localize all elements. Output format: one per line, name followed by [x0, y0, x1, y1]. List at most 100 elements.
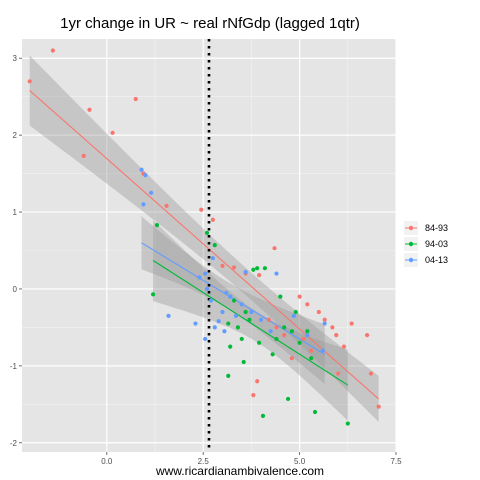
data-point-94-03 [204, 230, 210, 235]
data-point-94-03 [154, 223, 160, 228]
data-point-94-03 [262, 266, 268, 271]
data-point-04-13 [220, 309, 225, 315]
data-point-84-93 [316, 309, 321, 315]
data-point-04-13 [233, 313, 239, 318]
data-point-84-93 [272, 246, 277, 251]
data-point-94-03 [305, 329, 310, 334]
data-point-04-13 [141, 202, 146, 207]
fit-line-84-93 [29, 90, 380, 400]
legend-label-94-03: 94-03 [425, 239, 448, 249]
legend-key-point [408, 241, 414, 247]
data-point-04-13 [203, 336, 208, 342]
data-point-84-93 [349, 321, 354, 326]
data-point-04-13 [212, 325, 217, 330]
data-point-84-93 [110, 130, 115, 135]
data-point-84-93 [301, 336, 306, 342]
data-point-84-93 [50, 48, 55, 53]
data-point-84-93 [87, 107, 92, 112]
data-point-84-93 [231, 265, 237, 270]
data-point-04-13 [258, 317, 264, 322]
data-point-84-93 [27, 79, 32, 84]
data-point-84-93 [255, 379, 260, 384]
data-point-04-13 [243, 269, 248, 275]
data-point-94-03 [312, 409, 318, 415]
data-point-84-93 [364, 332, 370, 338]
data-point-04-13 [149, 190, 154, 195]
fit-line-94-03 [152, 260, 349, 386]
data-point-04-13 [203, 271, 208, 276]
data-point-84-93 [336, 371, 341, 376]
data-point-84-93 [266, 317, 271, 322]
data-point-04-13 [193, 321, 198, 326]
data-point-94-03 [226, 321, 231, 326]
data-point-04-13 [166, 313, 171, 318]
data-point-04-13 [239, 302, 244, 307]
data-point-84-93 [81, 153, 86, 159]
data-point-04-13 [224, 290, 229, 295]
data-point-94-03 [260, 413, 266, 418]
data-point-04-13 [143, 173, 148, 178]
data-point-04-13 [204, 286, 210, 292]
data-point-84-93 [322, 317, 327, 322]
data-point-94-03 [285, 396, 291, 402]
data-point-94-03 [278, 294, 283, 299]
y-tick-label: 1 [13, 208, 18, 217]
legend: 84-93 94-03 04-13 [402, 218, 472, 270]
data-point-84-93 [368, 371, 374, 376]
data-point-84-93 [376, 404, 381, 409]
fit-line-04-13 [141, 242, 325, 355]
y-tick-label: 3 [13, 54, 18, 63]
x-tick-label: 7.5 [390, 457, 402, 466]
data-point-04-13 [197, 275, 202, 280]
legend-key-point [408, 225, 414, 231]
data-point-84-93 [297, 294, 302, 299]
data-point-94-03 [282, 325, 287, 330]
data-point-94-03 [309, 356, 314, 361]
data-point-04-13 [305, 332, 310, 338]
data-point-94-03 [289, 329, 294, 334]
data-point-94-03 [226, 373, 231, 378]
data-points [27, 48, 381, 426]
data-point-84-93 [251, 392, 256, 398]
data-point-84-93 [199, 207, 204, 212]
data-point-84-93 [164, 203, 169, 208]
data-point-04-13 [228, 294, 233, 299]
data-point-04-13 [216, 319, 221, 324]
data-point-94-03 [293, 309, 298, 315]
data-point-04-13 [268, 329, 273, 334]
chart-title: 1yr change in UR ~ real rNfGdp (lagged 1… [60, 15, 360, 32]
x-tick-label: 0.0 [101, 457, 113, 466]
data-point-84-93 [282, 332, 287, 338]
data-point-04-13 [210, 256, 215, 261]
data-point-94-03 [241, 359, 246, 365]
y-tick-label: -1 [10, 362, 18, 371]
data-point-94-03 [235, 325, 241, 330]
legend-key-point [408, 257, 414, 263]
data-point-94-03 [270, 352, 275, 357]
data-point-84-93 [289, 356, 294, 361]
data-point-04-13 [322, 321, 327, 326]
data-point-94-03 [150, 292, 156, 297]
legend-label-84-93: 84-93 [425, 223, 448, 233]
data-point-84-93 [210, 217, 215, 222]
data-point-84-93 [133, 96, 138, 102]
data-point-04-13 [249, 309, 254, 315]
data-point-04-13 [139, 167, 144, 172]
y-tick-label: -2 [10, 439, 18, 448]
data-point-94-03 [297, 340, 302, 345]
data-point-94-03 [274, 336, 279, 342]
x-axis-label: www.ricardianambivalence.com [155, 464, 324, 478]
data-point-94-03 [255, 266, 260, 271]
data-point-94-03 [345, 421, 350, 426]
data-point-84-93 [334, 332, 339, 338]
data-point-94-03 [247, 317, 252, 322]
data-point-94-03 [243, 309, 248, 315]
data-point-94-03 [231, 298, 237, 303]
legend-label-04-13: 04-13 [425, 255, 448, 265]
data-point-84-93 [257, 273, 262, 278]
y-tick-label: 0 [13, 285, 18, 294]
data-point-04-13 [208, 298, 214, 303]
data-point-04-13 [320, 348, 325, 353]
data-point-94-03 [228, 344, 233, 349]
